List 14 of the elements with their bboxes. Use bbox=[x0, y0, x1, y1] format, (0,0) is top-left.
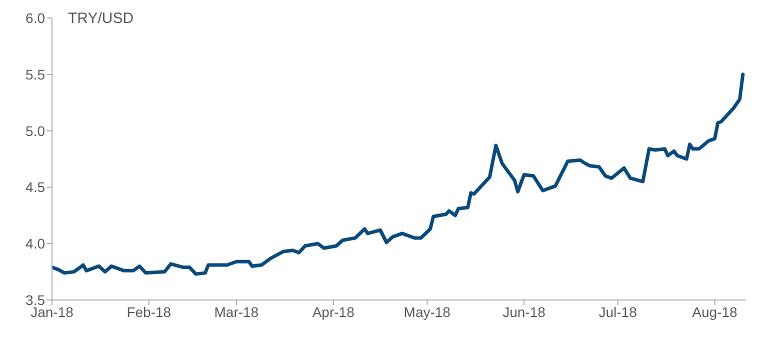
line-series bbox=[52, 72, 745, 276]
y-tick-label: 6.0 bbox=[26, 10, 46, 26]
y-tick-label: 4.0 bbox=[26, 236, 46, 252]
x-tick-label: May-18 bbox=[404, 304, 451, 320]
y-tick-label: 4.5 bbox=[26, 179, 46, 196]
x-tick-label: Jul-18 bbox=[598, 304, 638, 320]
x-tick-label: Apr-18 bbox=[312, 304, 355, 320]
x-tick-label: Jun-18 bbox=[502, 304, 546, 320]
y-axis-title: TRY/USD bbox=[68, 10, 134, 27]
x-tick-label: Mar-18 bbox=[214, 304, 259, 320]
y-tick-label: 5.5 bbox=[26, 66, 46, 82]
x-tick-label: Feb-18 bbox=[126, 304, 172, 320]
y-tick-label: 5.0 bbox=[26, 122, 46, 139]
x-tick-label: Aug-18 bbox=[692, 304, 738, 320]
